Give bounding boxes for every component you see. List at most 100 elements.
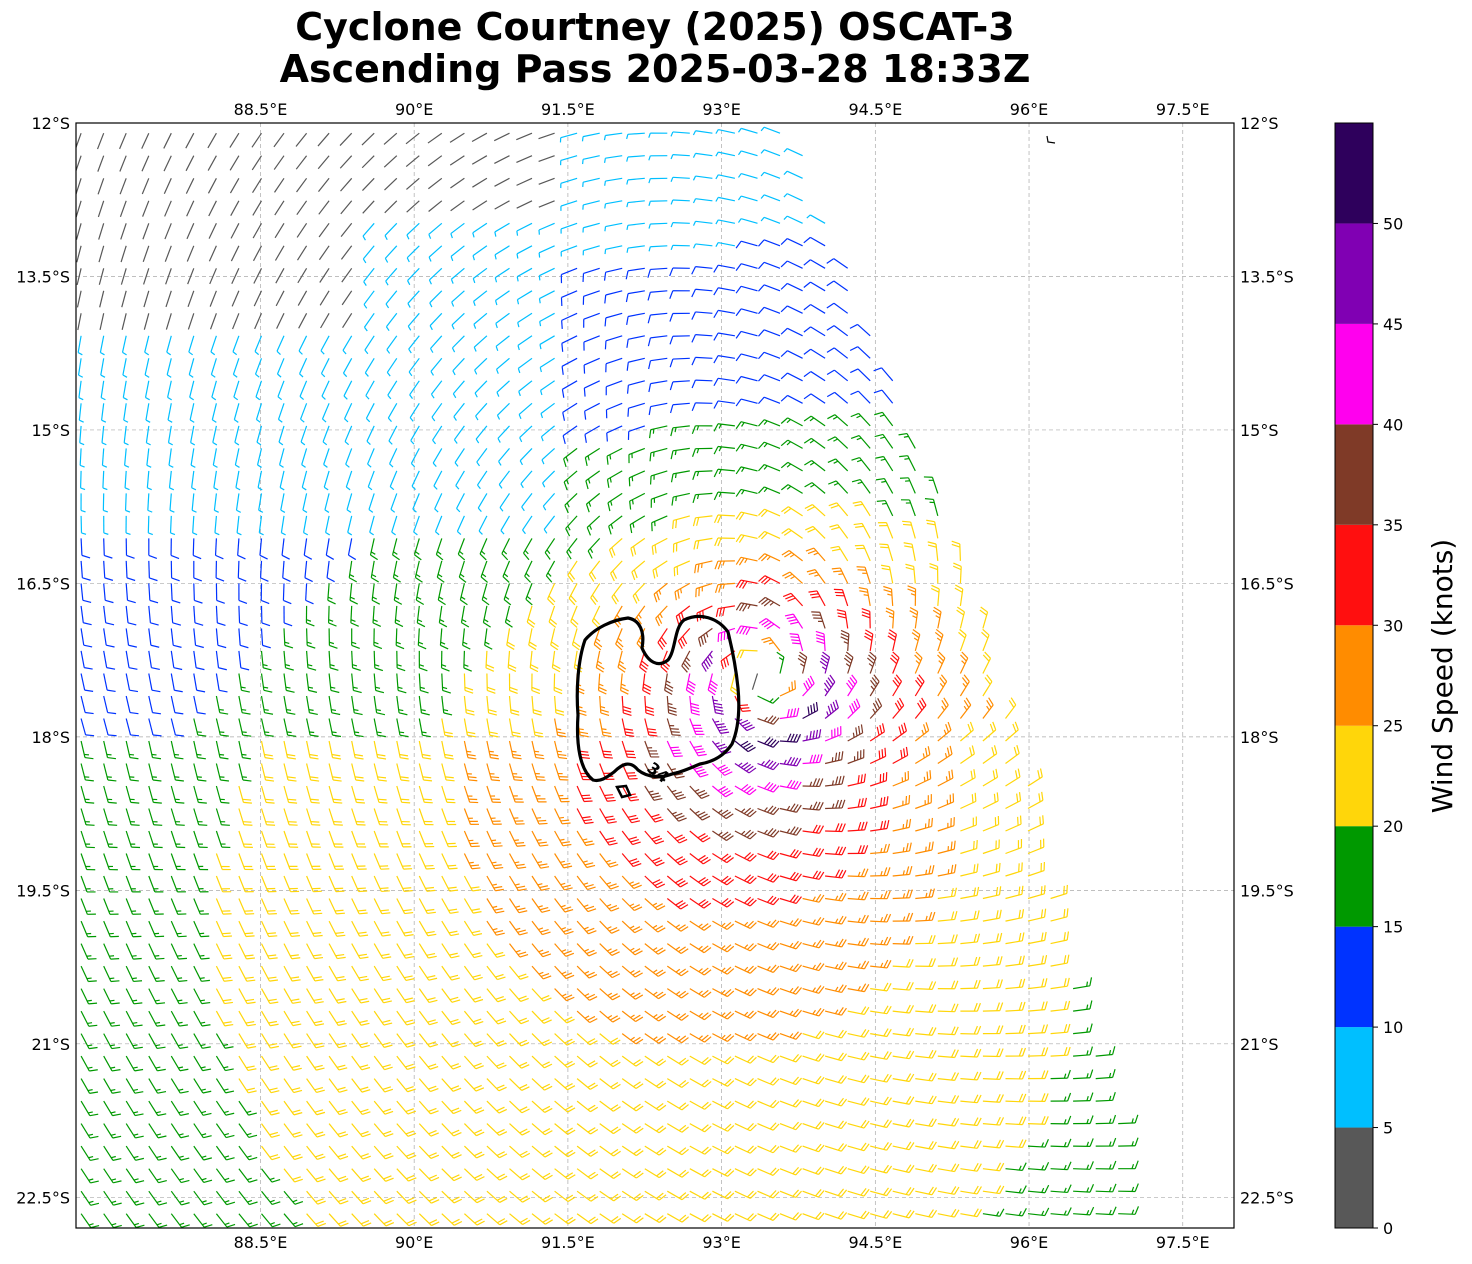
- barb-feather: [995, 887, 1000, 895]
- barb-shaft: [629, 426, 645, 432]
- wind-barb: [500, 516, 513, 534]
- barb-shaft: [909, 478, 916, 494]
- barb-shaft: [148, 493, 149, 510]
- wind-barb: [126, 851, 140, 873]
- wind-barb: [1002, 816, 1024, 831]
- barb-shaft: [326, 516, 329, 533]
- barb-feather: [903, 522, 912, 527]
- barb-half-feather: [666, 681, 671, 683]
- barb-shaft: [835, 437, 847, 449]
- barb-shaft: [568, 561, 577, 575]
- barb-shaft: [442, 786, 447, 802]
- barb-shaft: [239, 696, 242, 713]
- wind-barb: [190, 403, 198, 422]
- barb-half-feather: [474, 393, 478, 397]
- barb-shaft: [630, 493, 645, 501]
- wind-barb: [758, 284, 780, 298]
- barb-feather: [326, 555, 334, 559]
- wind-barb: [297, 201, 307, 215]
- barb-shaft: [741, 376, 757, 380]
- barb-feather: [714, 332, 718, 340]
- barb-feather: [804, 258, 811, 266]
- barb-feather: [493, 821, 502, 827]
- barb-feather: [381, 866, 390, 872]
- barb-half-feather: [417, 597, 422, 599]
- barb-shaft: [526, 583, 532, 599]
- wind-barb: [451, 313, 468, 329]
- wind-barb: [230, 156, 239, 171]
- barb-feather: [282, 555, 290, 559]
- barb-feather: [285, 645, 293, 648]
- wind-barb: [526, 606, 539, 627]
- barb-half-feather: [390, 509, 395, 512]
- barb-shaft: [442, 719, 445, 736]
- barb-shaft: [517, 246, 532, 254]
- barb-feather: [758, 284, 764, 293]
- wind-barb: [149, 694, 161, 715]
- barb-feather: [736, 444, 741, 452]
- wind-barb: [352, 695, 363, 716]
- barb-feather: [758, 396, 764, 405]
- wind-barb: [759, 574, 780, 590]
- wind-barb: [952, 563, 961, 583]
- wind-barb: [419, 762, 432, 783]
- barb-feather: [781, 416, 787, 424]
- barb-shaft: [690, 899, 704, 909]
- wind-barb: [374, 673, 384, 694]
- barb-feather: [423, 778, 431, 783]
- wind-barb: [171, 650, 182, 671]
- barb-half-feather: [716, 220, 718, 225]
- barb-feather: [243, 733, 251, 738]
- barb-shaft: [487, 719, 490, 736]
- barb-feather: [244, 822, 253, 827]
- wind-barb: [714, 265, 735, 277]
- wind-barb: [343, 381, 355, 400]
- barb-feather: [750, 854, 756, 862]
- barb-shaft: [239, 674, 242, 691]
- barb-feather: [336, 910, 345, 916]
- barb-feather: [840, 751, 845, 759]
- wind-barb: [329, 628, 337, 648]
- wind-barb: [736, 602, 757, 613]
- barb-feather: [804, 303, 811, 311]
- wind-barb: [555, 871, 573, 892]
- barb-feather: [953, 864, 957, 872]
- wind-barb: [532, 695, 542, 716]
- barb-feather: [670, 268, 673, 276]
- wind-barb: [325, 516, 333, 535]
- barb-shaft: [915, 681, 924, 696]
- barb-feather: [378, 797, 387, 802]
- barb-half-feather: [464, 665, 469, 667]
- wind-barb: [649, 493, 671, 507]
- barb-feather: [310, 797, 319, 802]
- barb-feather: [348, 555, 356, 559]
- wind-barb: [104, 829, 118, 850]
- barb-feather: [288, 778, 296, 783]
- wind-barb: [780, 756, 801, 767]
- wind-barb: [209, 201, 217, 216]
- barb-feather: [714, 401, 718, 409]
- barb-shaft: [101, 381, 104, 398]
- wind-barb: [758, 351, 780, 366]
- barb-half-feather: [101, 420, 106, 422]
- barb-shaft: [555, 876, 565, 890]
- barb-shaft: [149, 628, 151, 645]
- wind-barb: [104, 739, 116, 760]
- barb-half-feather: [123, 375, 128, 377]
- wind-barb: [517, 358, 535, 373]
- barb-shaft: [628, 178, 645, 180]
- barb-shaft: [583, 201, 599, 205]
- wind-barb: [319, 246, 329, 260]
- wind-barb: [957, 793, 979, 809]
- wind-barb: [239, 762, 252, 783]
- barb-shaft: [233, 358, 238, 374]
- wind-barb: [464, 784, 478, 805]
- wind-barb: [102, 426, 108, 445]
- barb-shaft: [622, 854, 633, 867]
- barb-shaft: [605, 156, 622, 159]
- barb-shaft: [983, 754, 997, 764]
- barb-shaft: [407, 223, 419, 235]
- barb-feather: [421, 712, 429, 716]
- barb-feather: [130, 778, 138, 783]
